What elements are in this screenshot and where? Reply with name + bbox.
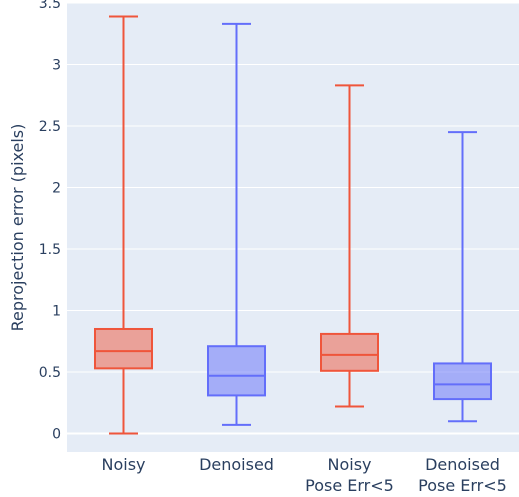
x-tick-label-line: Denoised	[199, 455, 274, 474]
box-series	[94, 15, 492, 435]
y-axis-label: Reprojection error (pixels)	[8, 124, 27, 332]
y-tick-label: 1.5	[39, 242, 61, 258]
x-tick-label: Denoised	[199, 455, 274, 474]
y-tick-label: 3	[52, 58, 61, 74]
x-tick-label-line: Pose Err<5	[418, 476, 507, 493]
x-axis-ticks: Noisy Denoised Noisy Pose Err<5 Denoised Pose…	[101, 455, 507, 495]
box-1	[94, 15, 153, 435]
x-tick-label-line: Noisy	[327, 455, 371, 474]
x-tick-label: Denoised Pose Err<5	[418, 455, 507, 493]
x-tick-label-line: Noisy	[101, 455, 145, 474]
y-tick-label: 2	[52, 181, 61, 197]
y-axis-ticks: 0 0.5 1 1.5 2 2.5 3 3.5	[39, 0, 61, 443]
iqr-box	[207, 345, 266, 397]
box-3	[320, 84, 379, 408]
box-2	[207, 22, 266, 426]
y-tick-label: 0	[52, 427, 61, 443]
iqr-box	[320, 332, 379, 372]
x-tick-label-line: Denoised	[425, 455, 500, 474]
y-tick-label: 2.5	[39, 119, 61, 135]
y-tick-label: 1	[52, 304, 61, 320]
x-tick-label: Noisy Pose Err<5	[305, 455, 394, 493]
x-tick-label-line: Pose Err<5	[305, 476, 394, 493]
y-tick-label: 3.5	[39, 0, 61, 12]
grid-lines	[67, 2, 519, 435]
iqr-box	[94, 327, 153, 370]
y-tick-label: 0.5	[39, 365, 61, 381]
iqr-box	[433, 362, 492, 401]
x-tick-label: Noisy	[101, 455, 145, 474]
box-4	[433, 131, 492, 423]
